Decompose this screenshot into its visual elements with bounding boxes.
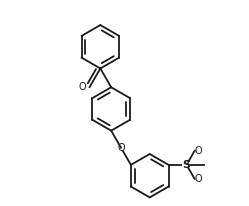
Text: O: O — [117, 143, 125, 153]
Text: S: S — [182, 160, 190, 170]
Text: O: O — [79, 82, 86, 92]
Text: O: O — [195, 146, 202, 156]
Text: O: O — [195, 174, 202, 184]
